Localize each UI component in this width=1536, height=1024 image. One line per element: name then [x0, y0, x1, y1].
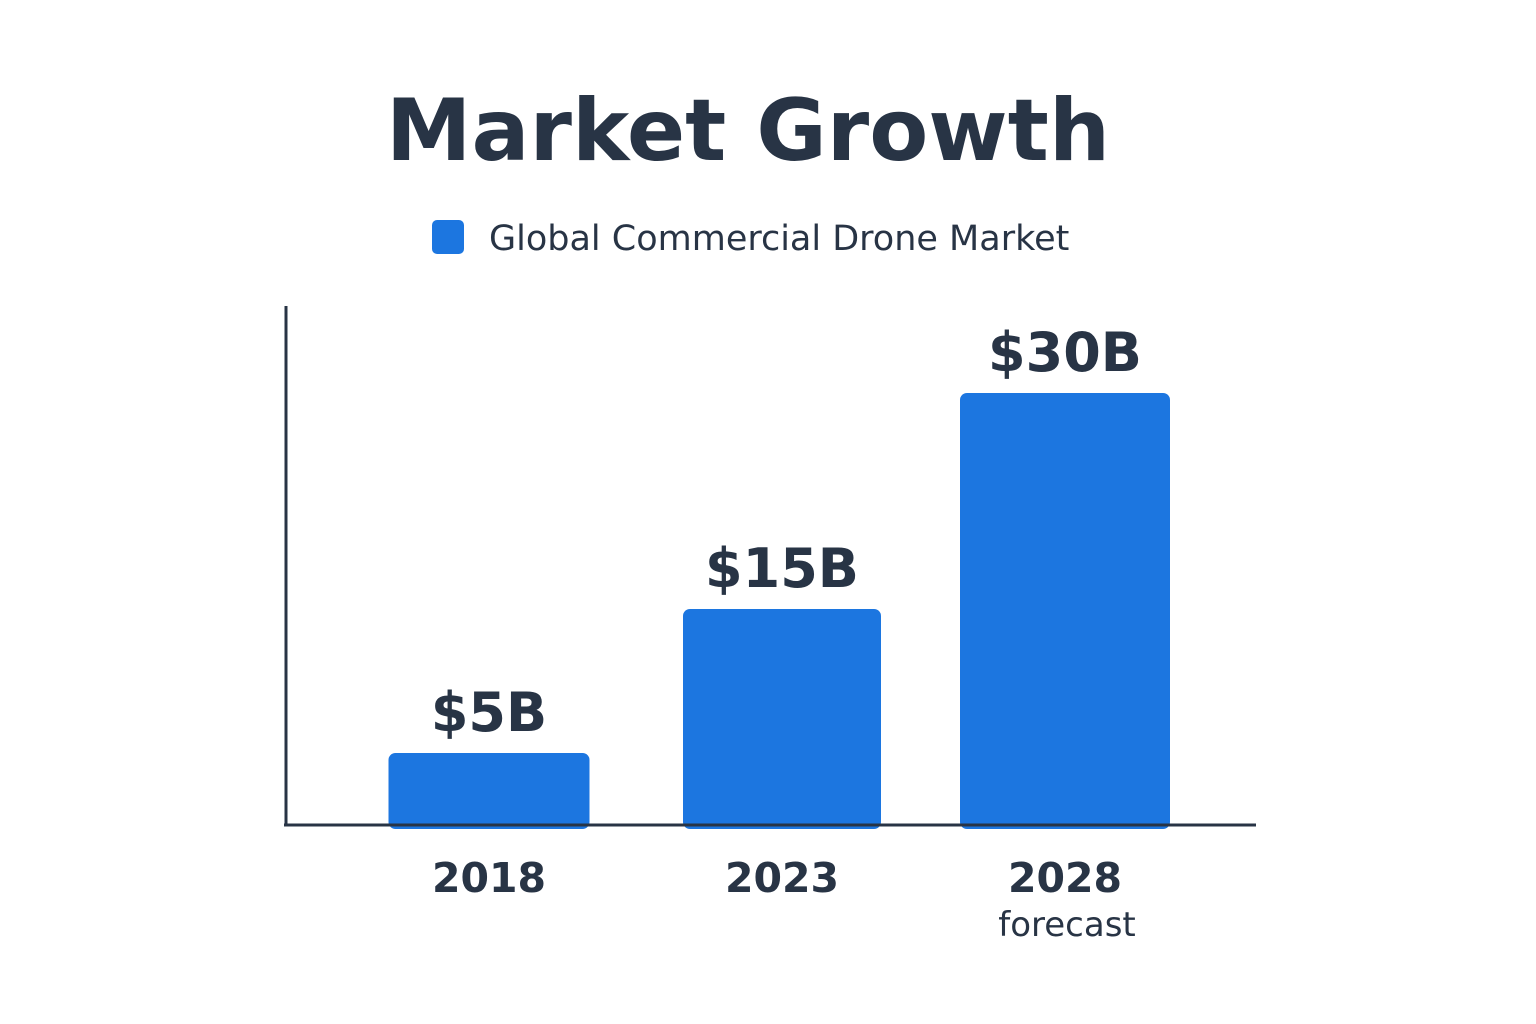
x-tick-label-2028: 2028 — [1008, 854, 1122, 902]
chart-title: Market Growth — [386, 81, 1110, 181]
legend-label: Global Commercial Drone Market — [489, 219, 1069, 259]
value-label-2028: $30B — [988, 321, 1142, 384]
bar-2023 — [683, 609, 881, 829]
x-tick-label-2023: 2023 — [725, 854, 839, 902]
bars — [388, 393, 1170, 829]
value-label-2018: $5B — [431, 681, 547, 744]
value-labels: $5B $15B $30B — [431, 321, 1142, 744]
legend-swatch — [432, 220, 464, 254]
x-tick-sublabel-2028: forecast — [998, 905, 1136, 945]
x-tick-label-2018: 2018 — [432, 854, 546, 902]
bar-2028 — [960, 393, 1170, 829]
value-label-2023: $15B — [705, 537, 859, 600]
bar-2018 — [388, 753, 590, 829]
legend: Global Commercial Drone Market — [432, 219, 1069, 259]
